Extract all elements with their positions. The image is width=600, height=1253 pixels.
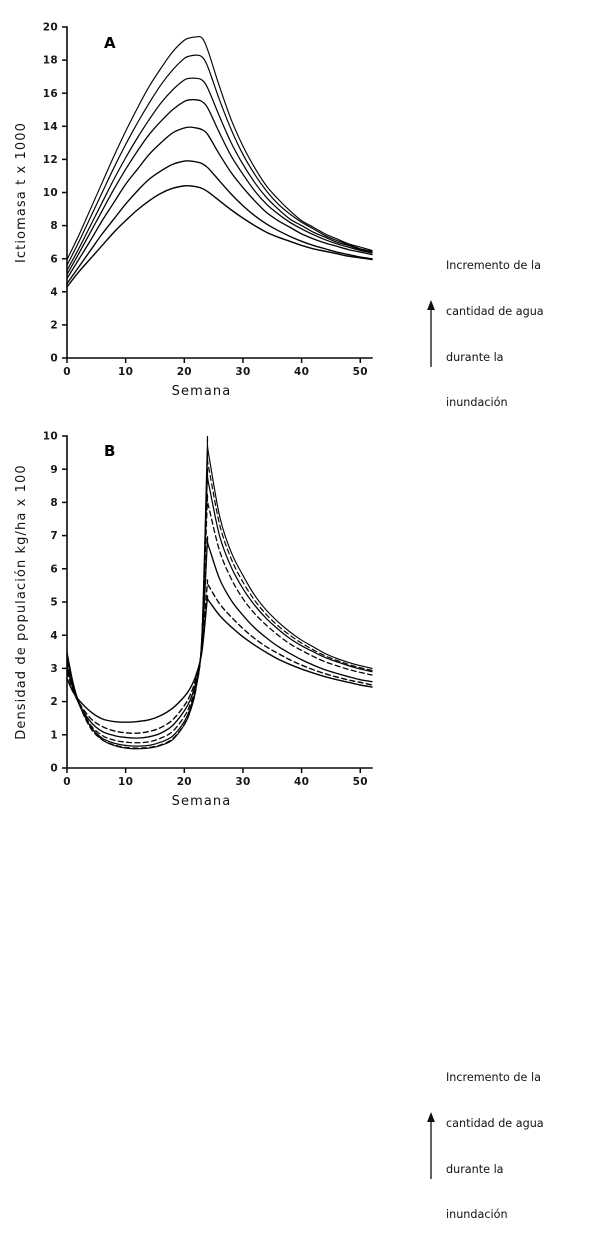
x-tick-label: 40: [294, 366, 309, 378]
y-tick-label: 6: [50, 253, 58, 265]
y-tick-label: 6: [50, 563, 58, 575]
annotation-line-3: durante la: [446, 350, 504, 364]
x-tick-label: 0: [63, 366, 71, 378]
annotation-line-4: inundación: [446, 1208, 508, 1222]
y-tick-label: 1: [50, 729, 58, 741]
y-tick-label: 5: [50, 597, 58, 609]
data-curve: [66, 35, 373, 261]
panel-b-annotation-text: Incremento de la cantidad de agua durant…: [446, 1040, 544, 1253]
x-tick-label: 20: [177, 776, 192, 788]
x-tick-label: 20: [177, 366, 192, 378]
up-arrow-icon: [424, 1111, 438, 1181]
x-tick-label: 50: [353, 366, 368, 378]
x-tick-label: 30: [235, 776, 250, 788]
panel-b-annotation: Incremento de la cantidad de agua durant…: [424, 1040, 544, 1253]
panel-a-annotation-text: Incremento de la cantidad de agua durant…: [446, 228, 544, 441]
y-tick-label: 4: [50, 286, 58, 298]
y-axis-title: Ictiomasa t x 1000: [14, 122, 29, 263]
y-tick-label: 20: [43, 22, 58, 34]
x-tick-label: 0: [63, 776, 71, 788]
data-curve: [66, 98, 373, 276]
y-tick-label: 10: [43, 431, 58, 443]
data-curve: [66, 536, 373, 739]
annotation-line-1: Incremento de la: [446, 1071, 541, 1085]
y-tick-label: 18: [43, 55, 58, 67]
chart-panel-a: 0 2 4 6 8 10 12 14 16 18 20 0 10 20 30 40 50 Semana Ictiom…: [0, 0, 600, 410]
data-curve: [66, 579, 373, 734]
x-axis-title: Semana: [172, 794, 232, 809]
y-tick-label: 0: [50, 353, 58, 365]
data-curve: [66, 435, 373, 750]
y-tick-label: 10: [43, 187, 58, 199]
y-tick-label: 0: [50, 763, 58, 775]
up-arrow-icon: [424, 299, 438, 369]
x-tick-label: 10: [118, 776, 133, 788]
data-curve: [66, 468, 373, 747]
y-tick-label: 9: [50, 464, 58, 476]
x-tick-label: 10: [118, 366, 133, 378]
data-curve: [66, 184, 373, 288]
figure-page: 0 2 4 6 8 10 12 14 16 18 20 0 10 20 30 40 50 Semana Ictiom…: [0, 0, 600, 1222]
panel-b-plot: 0 1 2 3 4 5 6 7 8 9 10 0 10 20 30 40 50 Semana Densidad de…: [14, 431, 373, 809]
y-tick-label: 16: [43, 88, 58, 100]
y-tick-label: 4: [50, 630, 58, 642]
data-curve: [66, 54, 373, 266]
data-curve: [66, 77, 373, 271]
annotation-line-3: durante la: [446, 1162, 504, 1176]
y-tick-label: 7: [50, 530, 58, 542]
panel-letter: B: [104, 442, 116, 460]
x-tick-label: 50: [353, 776, 368, 788]
y-tick-label: 3: [50, 663, 58, 675]
x-tick-label: 40: [294, 776, 309, 788]
y-tick-label: 8: [50, 220, 58, 232]
data-curve: [66, 450, 373, 749]
x-tick-label: 30: [235, 366, 250, 378]
y-tick-label: 2: [50, 696, 58, 708]
data-curve: [66, 160, 373, 285]
y-tick-label: 8: [50, 497, 58, 509]
y-tick-label: 14: [43, 121, 58, 133]
annotation-line-4: inundación: [446, 396, 508, 410]
x-axis-title: Semana: [172, 384, 232, 399]
axis-lines: [66, 435, 373, 769]
panel-letter: A: [104, 34, 117, 52]
data-curve: [66, 595, 373, 723]
annotation-line-2: cantidad de agua: [446, 1117, 544, 1131]
y-axis-title: Densidad de populación kg/ha x 100: [14, 464, 29, 740]
y-tick-label: 12: [43, 154, 58, 166]
y-tick-label: 2: [50, 320, 58, 332]
panel-a-annotation: Incremento de la cantidad de agua durant…: [424, 228, 544, 441]
panel-a-plot: 0 2 4 6 8 10 12 14 16 18 20 0 10 20 30 40 50 Semana Ictiom…: [14, 22, 373, 399]
chart-panel-b: 0 1 2 3 4 5 6 7 8 9 10 0 10 20 30 40 50 Semana Densidad de…: [0, 400, 600, 1222]
annotation-line-1: Incremento de la: [446, 259, 541, 273]
annotation-line-2: cantidad de agua: [446, 305, 544, 319]
data-curve: [66, 126, 373, 280]
data-curve: [66, 493, 373, 744]
